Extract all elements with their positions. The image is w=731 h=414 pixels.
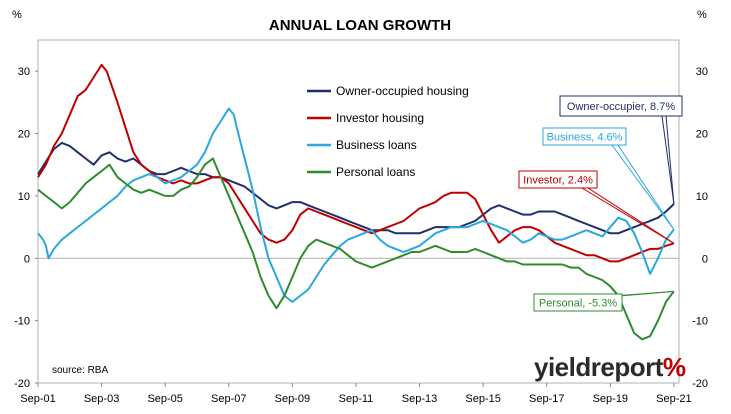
x-tick-label: Sep-13 <box>402 393 437 405</box>
annotation-leader <box>587 187 675 244</box>
y-tick-label-left: 20 <box>18 129 30 141</box>
x-tick-label: Sep-05 <box>147 393 182 405</box>
annotation-box <box>559 95 683 117</box>
legend-label: Owner-occupied housing <box>336 84 469 98</box>
series-line-3 <box>37 107 675 303</box>
legend-label: Business loans <box>336 138 417 152</box>
annotation-leader <box>581 187 675 244</box>
annotation-label: Business, 4.6% <box>547 132 623 144</box>
y-tick-label-right: -10 <box>692 316 708 328</box>
source-note: source: RBA <box>52 365 108 376</box>
annotation-label: Owner-occupier, 8.7% <box>567 101 675 113</box>
left-axis-unit: % <box>12 9 22 21</box>
brand-percent: % <box>662 352 686 382</box>
annotation-leader <box>665 115 675 205</box>
annotation-leader <box>661 115 675 205</box>
yieldreport-logo: yieldreport% <box>534 352 686 383</box>
y-tick-label-left: -10 <box>14 316 30 328</box>
y-tick-label-left: 30 <box>18 66 30 78</box>
chart-title: ANNUAL LOAN GROWTH <box>269 17 451 34</box>
x-tick-label: Sep-09 <box>275 393 310 405</box>
series-line-2 <box>37 63 675 263</box>
y-tick-label-right: 0 <box>702 253 708 265</box>
series-line-4 <box>37 157 675 341</box>
annotation-leader <box>619 290 674 297</box>
annotation-label: Investor, 2.4% <box>523 175 593 187</box>
x-tick-label: Sep-21 <box>656 393 691 405</box>
y-tick-label-left: 0 <box>24 253 30 265</box>
x-tick-label: Sep-15 <box>465 393 500 405</box>
y-tick-label-right: 10 <box>696 191 708 203</box>
annotation-box <box>542 127 627 146</box>
annotation-box <box>533 293 623 312</box>
x-tick-label: Sep-17 <box>529 393 564 405</box>
y-tick-label-right: -20 <box>692 378 708 390</box>
plot-frame <box>37 39 680 384</box>
x-tick-label: Sep-01 <box>20 393 55 405</box>
legend-label: Investor housing <box>336 111 424 125</box>
y-tick-label-right: 30 <box>696 66 708 78</box>
annotation-leader <box>611 144 675 230</box>
x-tick-label: Sep-11 <box>339 393 374 405</box>
annotation-leader <box>617 144 675 230</box>
legend-label: Personal loans <box>336 165 415 179</box>
right-axis-unit: % <box>697 9 707 21</box>
x-tick-label: Sep-19 <box>593 393 628 405</box>
x-tick-label: Sep-07 <box>211 393 246 405</box>
x-tick-label: Sep-03 <box>84 393 119 405</box>
annotation-label: Personal, -5.3% <box>539 298 617 310</box>
y-tick-label-right: 20 <box>696 129 708 141</box>
y-tick-label-left: 10 <box>18 191 30 203</box>
y-tick-label-left: -20 <box>14 378 30 390</box>
annotation-box <box>518 170 598 189</box>
brand-name: yieldreport <box>534 352 663 382</box>
